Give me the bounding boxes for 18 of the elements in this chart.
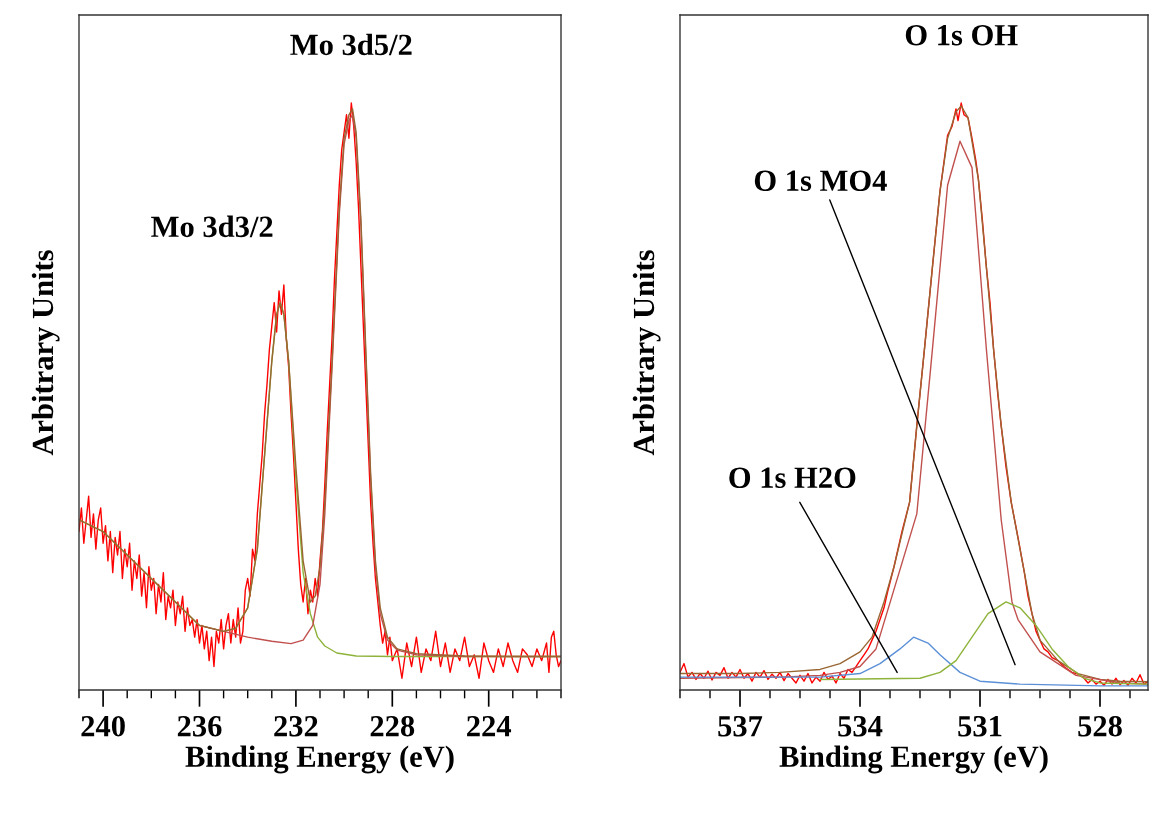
annotation: O 1s MO4: [754, 170, 887, 192]
x-tick-label: 224: [467, 715, 512, 737]
y-axis-title: Arbitrary Units: [31, 250, 60, 456]
x-axis-title: Binding Energy (eV): [779, 745, 1048, 774]
x-tick-label: 534: [838, 715, 883, 737]
x-tick-label: 232: [274, 715, 318, 737]
x-tick-label: 528: [1078, 715, 1122, 737]
x-axis-title: Binding Energy (eV): [185, 745, 454, 774]
x-tick-label: 228: [370, 715, 415, 737]
x-tick-label: 240: [81, 715, 125, 737]
x-tick-label: 537: [718, 715, 763, 737]
x-tick-label: 236: [177, 715, 222, 737]
x-tick-label: 531: [958, 715, 1002, 737]
y-axis-title: Arbitrary Units: [632, 250, 661, 456]
annotation: Mo 3d3/2: [151, 215, 273, 238]
annotation: O 1s OH: [905, 24, 1018, 46]
annotation: Mo 3d5/2: [290, 33, 412, 56]
annotation: O 1s H2O: [729, 467, 856, 489]
